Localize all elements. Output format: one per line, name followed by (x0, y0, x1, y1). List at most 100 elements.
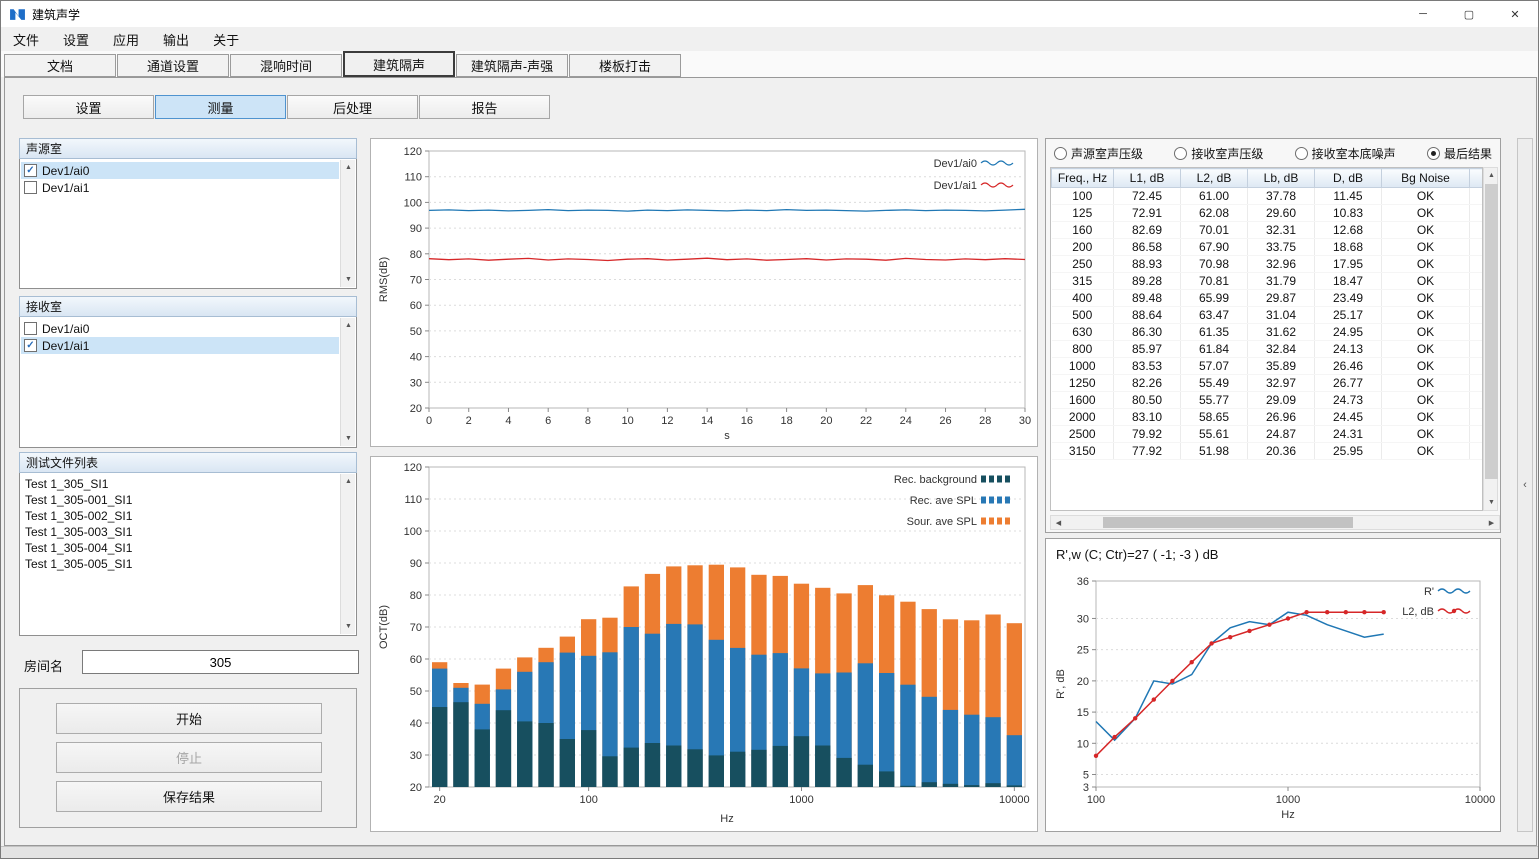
table-row[interactable]: 200 86.58 67.90 33.75 18.68 OK (1051, 238, 1482, 256)
table-row[interactable]: 1000 83.53 57.07 35.89 26.46 OK (1051, 357, 1482, 375)
table-cell-blank (1469, 323, 1482, 341)
main-tab[interactable]: 建筑隔声-声强 (456, 54, 568, 77)
stop-button[interactable]: 停止 (56, 742, 322, 773)
column-header[interactable]: D, dB (1314, 168, 1382, 188)
scrollbar-thumb[interactable] (1103, 517, 1353, 528)
table-row[interactable]: 315 89.28 70.81 31.79 18.47 OK (1051, 272, 1482, 290)
table-row[interactable]: 2500 79.92 55.61 24.87 24.31 OK (1051, 425, 1482, 443)
file-item[interactable]: Test 1_305-001_SI1 (25, 493, 133, 507)
table-cell: 83.53 (1113, 357, 1181, 375)
file-item[interactable]: Test 1_305_SI1 (25, 477, 109, 491)
menu-item[interactable]: 文件 (13, 32, 40, 48)
table-row[interactable]: 100 72.45 61.00 37.78 11.45 OK (1051, 187, 1482, 205)
table-cell-blank (1469, 272, 1482, 290)
table-cell: 250 (1051, 255, 1114, 273)
room-name-input[interactable] (82, 650, 359, 674)
channel-row[interactable]: ✓ Dev1/ai1 (21, 337, 339, 354)
scroll-down-icon[interactable]: ▼ (345, 276, 352, 283)
table-row[interactable]: 800 85.97 61.84 32.84 24.13 OK (1051, 340, 1482, 358)
scroll-down-icon[interactable]: ▼ (345, 435, 352, 442)
svg-text:5: 5 (1083, 770, 1089, 782)
menu-item[interactable]: 关于 (213, 32, 240, 48)
scrollbar-thumb[interactable] (1485, 184, 1498, 479)
channel-row[interactable]: Dev1/ai0 (21, 320, 339, 337)
menu-item[interactable]: 应用 (113, 32, 140, 48)
scroll-down-icon[interactable]: ▼ (345, 623, 352, 630)
table-row[interactable]: 125 72.91 62.08 29.60 10.83 OK (1051, 204, 1482, 222)
close-button[interactable]: ✕ (1510, 8, 1520, 21)
app-logo-icon (9, 5, 26, 23)
receive-list-scrollbar[interactable]: ▲ ▼ (340, 318, 355, 446)
subtab[interactable]: 报告 (419, 95, 550, 119)
table-horizontal-scrollbar[interactable]: ◀ ▶ (1050, 515, 1500, 530)
checkbox[interactable]: ✓ (24, 164, 37, 177)
svg-text:Hz: Hz (720, 813, 733, 825)
svg-text:L2, dB: L2, dB (1402, 606, 1434, 618)
checkbox[interactable] (24, 322, 37, 335)
scroll-up-icon[interactable]: ▲ (345, 478, 352, 485)
channel-row[interactable]: ✓ Dev1/ai0 (21, 162, 339, 179)
file-item[interactable]: Test 1_305-005_SI1 (25, 557, 133, 571)
file-item[interactable]: Test 1_305-002_SI1 (25, 509, 133, 523)
svg-text:15: 15 (1077, 707, 1089, 719)
table-cell: 26.46 (1314, 357, 1382, 375)
table-row[interactable]: 500 88.64 63.47 31.04 25.17 OK (1051, 306, 1482, 324)
main-tab[interactable]: 建筑隔声 (343, 51, 455, 77)
table-row[interactable]: 630 86.30 61.35 31.62 24.95 OK (1051, 323, 1482, 341)
column-header[interactable]: Bg Noise (1381, 168, 1470, 188)
svg-text:20: 20 (410, 403, 422, 415)
file-item[interactable]: Test 1_305-004_SI1 (25, 541, 133, 555)
svg-text:4: 4 (505, 415, 511, 427)
subtab[interactable]: 设置 (23, 95, 154, 119)
table-cell: 24.73 (1314, 391, 1382, 409)
radio-item[interactable]: 接收室声压级 (1174, 145, 1263, 162)
column-header[interactable]: L2, dB (1180, 168, 1248, 188)
start-button[interactable]: 开始 (56, 703, 322, 734)
save-results-button[interactable]: 保存结果 (56, 781, 322, 812)
minimize-button[interactable]: ─ (1419, 8, 1427, 20)
radio-item[interactable]: 声源室声压级 (1054, 145, 1143, 162)
checkbox[interactable]: ✓ (24, 339, 37, 352)
table-row[interactable]: 1600 80.50 55.77 29.09 24.73 OK (1051, 391, 1482, 409)
titlebar: 建筑声学 ─ ▢ ✕ (1, 1, 1538, 27)
scroll-left-icon[interactable]: ◀ (1055, 519, 1062, 527)
radio-item[interactable]: 最后结果 (1426, 145, 1492, 162)
scroll-up-icon[interactable]: ▲ (345, 164, 352, 171)
svg-text:22: 22 (860, 415, 872, 427)
main-tab[interactable]: 通道设置 (117, 54, 229, 77)
scroll-up-icon[interactable]: ▲ (1488, 172, 1495, 179)
file-list-scrollbar[interactable]: ▲ ▼ (340, 474, 355, 634)
scroll-right-icon[interactable]: ▶ (1488, 519, 1495, 527)
table-row[interactable]: 400 89.48 65.99 29.87 23.49 OK (1051, 289, 1482, 307)
menu-item[interactable]: 设置 (63, 32, 90, 48)
source-list-scrollbar[interactable]: ▲ ▼ (340, 160, 355, 287)
subtab[interactable]: 测量 (155, 95, 286, 119)
radio-item[interactable]: 接收室本底噪声 (1294, 145, 1396, 162)
main-tab[interactable]: 混响时间 (230, 54, 342, 77)
table-cell-blank (1469, 425, 1482, 443)
main-tab[interactable]: 文档 (4, 54, 116, 77)
table-row[interactable]: 3150 77.92 51.98 20.36 25.95 OK (1051, 442, 1482, 460)
collapse-strip[interactable]: ‹ (1517, 138, 1533, 832)
table-vertical-scrollbar[interactable]: ▲ ▼ (1483, 167, 1498, 511)
scroll-down-icon[interactable]: ▼ (1488, 499, 1495, 506)
main-tab[interactable]: 楼板打击 (569, 54, 681, 77)
table-cell: 35.89 (1247, 357, 1315, 375)
table-cell: 57.07 (1180, 357, 1248, 375)
file-item[interactable]: Test 1_305-003_SI1 (25, 525, 133, 539)
table-row[interactable]: 160 82.69 70.01 32.31 12.68 OK (1051, 221, 1482, 239)
table-cell: 26.77 (1314, 374, 1382, 392)
checkbox[interactable] (24, 181, 37, 194)
menu-item[interactable]: 输出 (163, 32, 190, 48)
radio-icon (1174, 146, 1188, 160)
column-header[interactable]: L1, dB (1113, 168, 1181, 188)
table-row[interactable]: 1250 82.26 55.49 32.97 26.77 OK (1051, 374, 1482, 392)
channel-row[interactable]: Dev1/ai1 (21, 179, 339, 196)
subtab[interactable]: 后处理 (287, 95, 418, 119)
scroll-up-icon[interactable]: ▲ (345, 322, 352, 329)
column-header[interactable]: Lb, dB (1247, 168, 1315, 188)
table-row[interactable]: 250 88.93 70.98 32.96 17.95 OK (1051, 255, 1482, 273)
maximize-button[interactable]: ▢ (1463, 8, 1475, 21)
column-header[interactable]: Freq., Hz (1051, 168, 1114, 188)
table-row[interactable]: 2000 83.10 58.65 26.96 24.45 OK (1051, 408, 1482, 426)
